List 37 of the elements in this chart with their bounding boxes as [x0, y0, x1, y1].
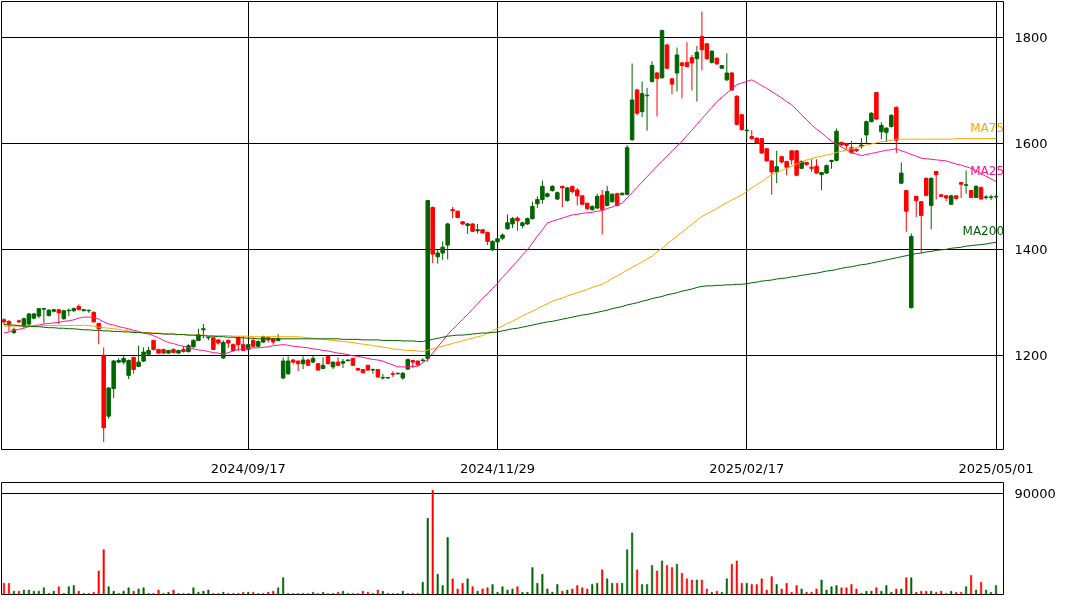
candlestick — [370, 367, 376, 375]
candlestick — [983, 194, 989, 201]
candlestick — [136, 345, 141, 368]
candlestick — [904, 189, 909, 233]
candlestick — [919, 200, 924, 254]
y-tick-label: 1600 — [1014, 135, 1048, 151]
candlestick — [958, 181, 964, 199]
x-tick-label: 2024/11/29 — [460, 460, 535, 476]
candlestick — [380, 373, 386, 381]
candlestick — [649, 60, 655, 84]
candlestick — [285, 355, 291, 376]
y-tick-label: 1400 — [1014, 241, 1048, 257]
y-tick-label: 1800 — [1014, 30, 1048, 46]
x-tick-label: 2025/02/17 — [709, 460, 785, 476]
candlestick — [445, 222, 450, 260]
y-tick-label: 90000 — [1014, 486, 1056, 502]
candlestick — [295, 360, 301, 372]
candlestick — [689, 54, 695, 91]
candlestick — [674, 47, 680, 93]
candlestick — [634, 88, 640, 116]
candlestick — [963, 169, 969, 195]
candlestick — [639, 80, 645, 118]
candlestick — [724, 52, 730, 82]
candlestick — [654, 71, 660, 117]
candlestick — [669, 77, 675, 95]
candlestick — [340, 358, 346, 369]
candlestick — [933, 170, 939, 201]
candlestick — [988, 194, 994, 201]
candlestick — [599, 189, 605, 235]
candlestick — [300, 355, 306, 370]
candlestick — [335, 356, 341, 367]
candlestick — [679, 61, 685, 99]
y-tick-label: 1200 — [1014, 347, 1048, 363]
candlestick — [345, 358, 351, 363]
candlestick — [774, 150, 779, 184]
x-tick-label: 2024/09/17 — [210, 460, 286, 476]
x-tick-label: 2025/05/01 — [958, 460, 1034, 476]
